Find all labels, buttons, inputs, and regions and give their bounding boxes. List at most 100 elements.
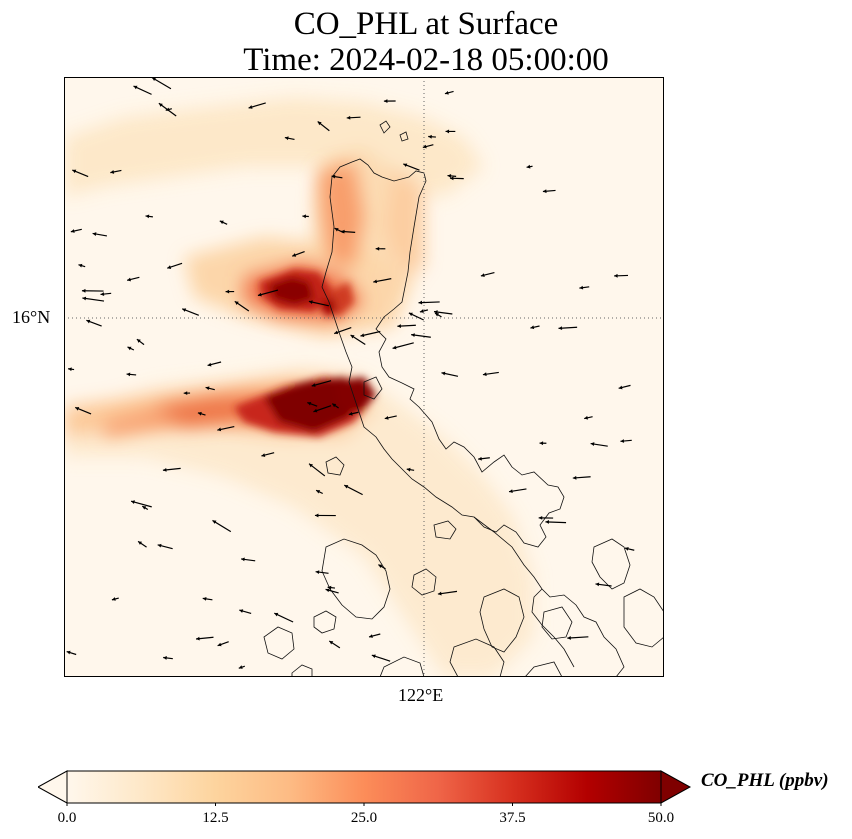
wind-arrowhead bbox=[437, 591, 442, 596]
wind-arrowhead bbox=[331, 174, 336, 179]
wind-arrowhead bbox=[344, 485, 349, 489]
wind-arrowhead bbox=[572, 475, 577, 480]
wind-arrowhead bbox=[375, 246, 380, 251]
wind-arrowhead bbox=[212, 520, 217, 524]
wind-arrowhead bbox=[392, 345, 397, 350]
wind-arrow bbox=[82, 297, 105, 302]
wind-arrowhead bbox=[313, 408, 318, 413]
wind-arrowhead bbox=[482, 372, 487, 377]
wind-arrowhead bbox=[327, 585, 332, 590]
wind-arrowhead bbox=[284, 136, 289, 141]
colorbar bbox=[38, 770, 692, 806]
wind-arrowhead bbox=[428, 134, 432, 139]
wind-arrowhead bbox=[408, 312, 413, 317]
island-outline bbox=[325, 456, 345, 476]
wind-arrowhead bbox=[261, 453, 266, 457]
wind-arrowhead bbox=[86, 319, 91, 324]
wind-arrowhead bbox=[620, 439, 625, 443]
wind-arrowhead bbox=[234, 301, 239, 305]
wind-arrowhead bbox=[167, 265, 172, 269]
wind-arrowhead bbox=[480, 273, 485, 277]
wind-arrowhead bbox=[595, 582, 600, 587]
wind-arrowhead bbox=[403, 163, 408, 168]
wind-arrowhead bbox=[72, 169, 77, 174]
concentration-field bbox=[64, 97, 534, 677]
wind-arrowhead bbox=[75, 407, 80, 411]
wind-arrowhead bbox=[68, 367, 72, 372]
wind-arrowhead bbox=[225, 289, 230, 294]
wind-arrowhead bbox=[163, 656, 167, 660]
wind-arrowhead bbox=[435, 313, 440, 317]
laguna-lake-outline bbox=[363, 376, 383, 400]
wind-arrowhead bbox=[131, 500, 135, 505]
colorbar-extend-max bbox=[660, 770, 692, 804]
wind-arrowhead bbox=[207, 362, 212, 367]
wind-arrowhead bbox=[142, 506, 147, 510]
wind-arrowhead bbox=[92, 232, 97, 236]
wind-arrowhead bbox=[350, 334, 355, 339]
wind-arrowhead bbox=[126, 372, 131, 377]
wind-arrow bbox=[212, 519, 232, 533]
wind-arrowhead bbox=[145, 214, 150, 219]
wind-arrowhead bbox=[309, 463, 313, 468]
wind-arrowhead bbox=[196, 636, 200, 641]
wind-arrowhead bbox=[378, 564, 383, 569]
wind-arrowhead bbox=[70, 229, 75, 233]
island-outline bbox=[623, 588, 664, 648]
wind-arrowhead bbox=[217, 642, 222, 647]
wind-arrowhead bbox=[334, 228, 339, 232]
wind-arrowhead bbox=[478, 456, 482, 461]
wind-arrowhead bbox=[182, 308, 187, 312]
wind-arrowhead bbox=[373, 279, 378, 284]
wind-arrowhead bbox=[111, 597, 116, 601]
map-border bbox=[64, 77, 664, 677]
wind-arrow bbox=[567, 636, 589, 639]
wind-arrowhead bbox=[348, 411, 353, 416]
wind-arrowhead bbox=[81, 288, 86, 293]
wind-arrowhead bbox=[567, 636, 571, 640]
wind-arrowhead bbox=[217, 427, 222, 432]
colorbar-tick-label: 50.0 bbox=[647, 810, 675, 826]
island-outline bbox=[263, 626, 295, 660]
wind-arrowhead bbox=[539, 441, 544, 446]
wind-arrowhead bbox=[239, 609, 244, 613]
wind-arrowhead bbox=[66, 650, 71, 655]
wind-arrowhead bbox=[419, 309, 424, 313]
wind-arrowhead bbox=[307, 401, 312, 406]
wind-arrowhead bbox=[311, 383, 316, 387]
wind-arrowhead bbox=[329, 640, 334, 645]
wind-arrowhead bbox=[579, 285, 584, 290]
wind-arrowhead bbox=[308, 300, 313, 305]
wind-vectors bbox=[66, 77, 635, 669]
island-outline bbox=[379, 120, 391, 134]
wind-arrowhead bbox=[406, 467, 411, 472]
wind-arrow bbox=[418, 301, 440, 304]
wind-arrowhead bbox=[157, 543, 162, 548]
wind-arrowhead bbox=[325, 588, 330, 593]
gridlines bbox=[64, 77, 664, 677]
colorbar-extend-min bbox=[38, 770, 68, 804]
wind-arrowhead bbox=[82, 296, 87, 301]
wind-arrowhead bbox=[317, 121, 322, 126]
wind-arrowhead bbox=[238, 665, 243, 669]
luzon-coastline bbox=[321, 158, 565, 548]
wind-arrowhead bbox=[447, 174, 452, 178]
colorbar-tick-label: 37.5 bbox=[499, 810, 526, 826]
wind-arrowhead bbox=[136, 339, 141, 343]
wind-arrow bbox=[130, 500, 152, 508]
wind-arrowhead bbox=[530, 325, 535, 330]
wind-arrowhead bbox=[316, 490, 321, 494]
wind-arrowhead bbox=[411, 333, 415, 337]
wind-arrow bbox=[151, 77, 172, 90]
map-title: CO_PHL at Surface bbox=[293, 6, 559, 42]
island-outline bbox=[479, 588, 525, 653]
wind-arrowhead bbox=[624, 547, 629, 551]
wind-arrowhead bbox=[205, 386, 210, 391]
wind-arrowhead bbox=[127, 346, 132, 351]
wind-arrowhead bbox=[341, 229, 345, 234]
wind-arrowhead bbox=[152, 77, 157, 82]
island-outline bbox=[541, 606, 573, 640]
wind-arrowhead bbox=[165, 107, 170, 112]
wind-arrowhead bbox=[584, 415, 589, 420]
island-outline bbox=[449, 638, 505, 677]
